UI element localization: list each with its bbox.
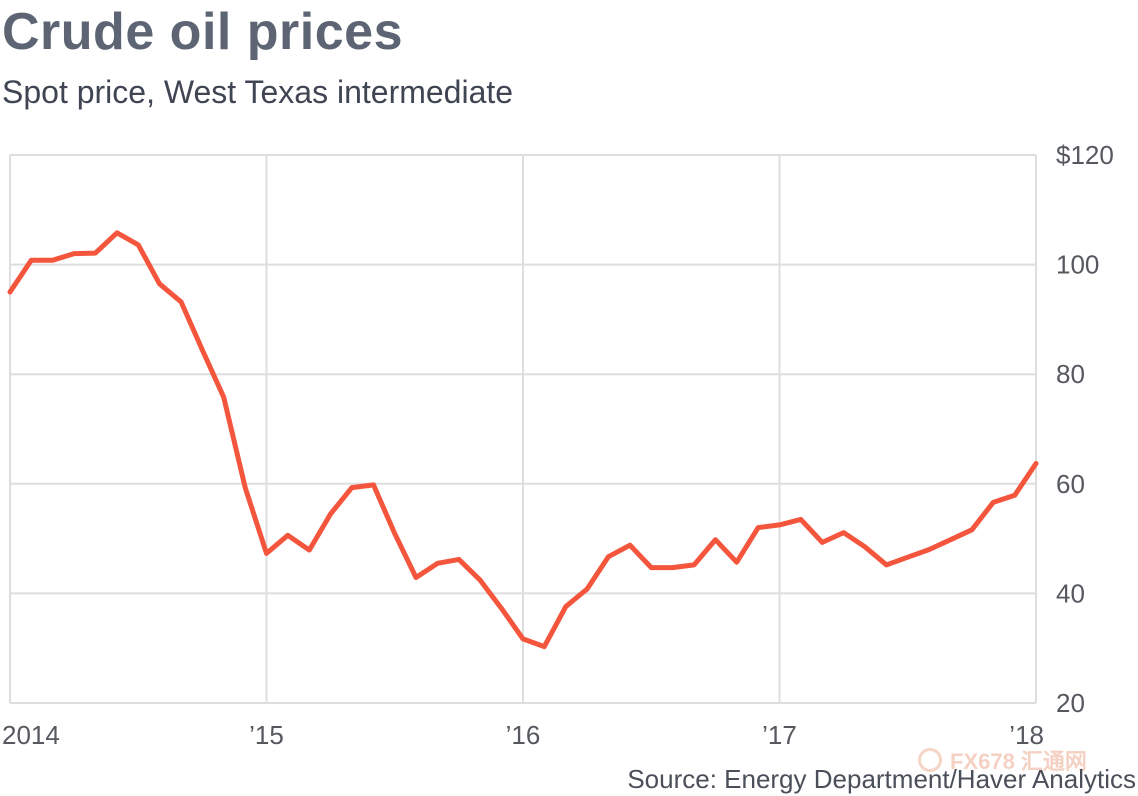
y-tick-label: $120 <box>1056 140 1114 170</box>
y-tick-label: 40 <box>1056 578 1085 608</box>
x-tick-label: ’15 <box>249 720 284 750</box>
y-tick-label: 60 <box>1056 469 1085 499</box>
x-tick-label: ’18 <box>1009 720 1044 750</box>
source-note: Source: Energy Department/Haver Analytic… <box>627 764 1136 794</box>
grid <box>9 154 1037 704</box>
chart-subtitle: Spot price, West Texas intermediate <box>2 74 514 110</box>
x-tick-label: ’16 <box>506 720 541 750</box>
y-tick-label: 20 <box>1056 688 1085 718</box>
x-tick-label: ’17 <box>762 720 797 750</box>
watermark-text: FX678 汇通网 <box>950 749 1087 774</box>
y-tick-label: 80 <box>1056 359 1085 389</box>
x-axis-ticks: 2014 ’15 ’16 ’17 ’18 <box>2 720 1044 750</box>
watermark-logo-icon <box>918 748 942 772</box>
y-tick-label: 100 <box>1056 250 1099 280</box>
watermark: FX678 汇通网 <box>918 744 1087 776</box>
series-layer <box>7 230 1039 650</box>
price-series-line <box>7 230 1039 650</box>
y-axis-ticks: $120 100 80 60 40 20 <box>1056 140 1114 718</box>
chart-title: Crude oil prices <box>2 3 403 61</box>
x-tick-label: 2014 <box>2 720 60 750</box>
